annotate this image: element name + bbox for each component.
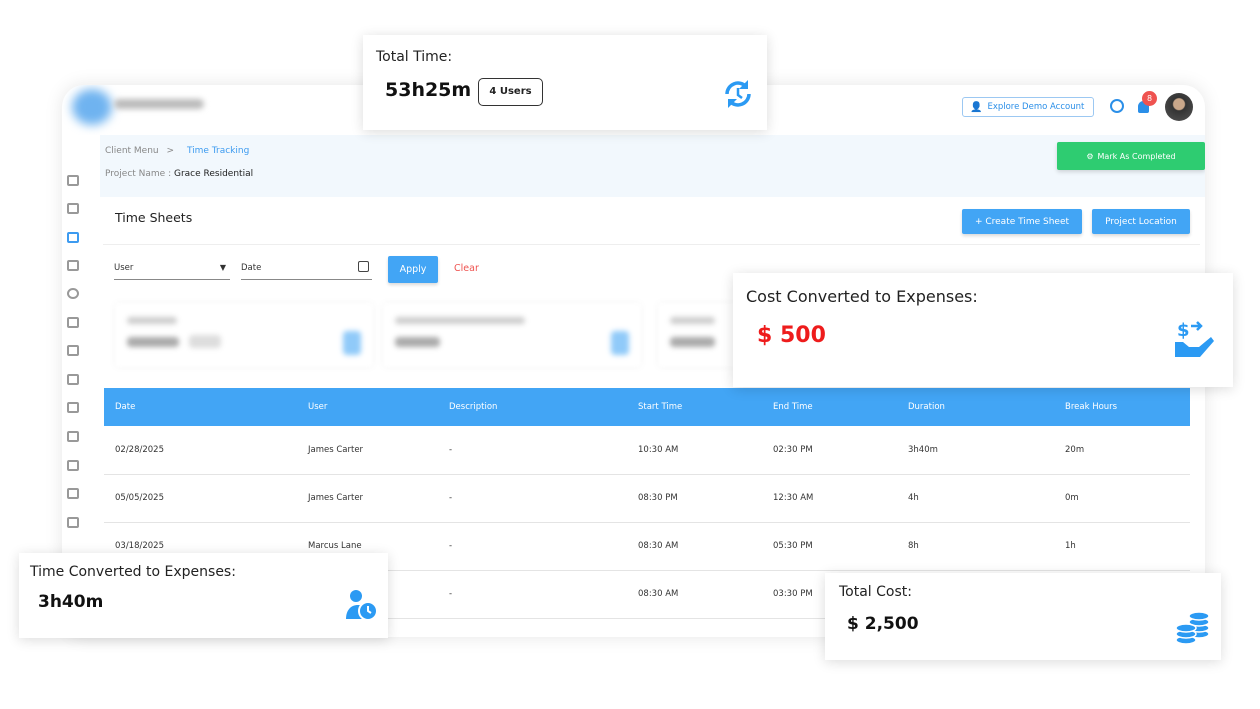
column-header: End Time bbox=[762, 388, 897, 426]
document-icon[interactable] bbox=[67, 317, 79, 328]
time-converted-card: Time Converted to Expenses: 3h40m bbox=[19, 553, 388, 638]
svg-text:$: $ bbox=[1177, 320, 1190, 341]
cost-converted-card: Cost Converted to Expenses: $ 500 $ bbox=[733, 273, 1233, 387]
table-cell: 05/05/2025 bbox=[104, 474, 297, 523]
user-select[interactable]: User ▼ bbox=[114, 263, 230, 280]
notification-badge: 8 bbox=[1142, 91, 1157, 106]
table-cell: 0m bbox=[1054, 474, 1190, 523]
project-location-button[interactable]: Project Location bbox=[1092, 209, 1190, 234]
project-name: Project Name : Grace Residential bbox=[105, 169, 254, 179]
chat-icon[interactable] bbox=[67, 260, 79, 271]
column-header: User bbox=[297, 388, 438, 426]
table-cell: 08:30 AM bbox=[627, 570, 762, 619]
app-window: 👤 Explore Demo Account 8 Client Menu > T… bbox=[62, 85, 1205, 637]
table-cell: - bbox=[438, 426, 627, 475]
person-icon[interactable] bbox=[67, 288, 79, 299]
column-header: Description bbox=[438, 388, 627, 426]
user-icon: 👤 bbox=[970, 101, 983, 113]
breadcrumb-parent[interactable]: Client Menu bbox=[105, 146, 159, 156]
table-cell: 8h bbox=[897, 522, 1054, 571]
breadcrumb-area bbox=[100, 135, 1205, 197]
gear-icon: ⚙ bbox=[1086, 151, 1094, 161]
report-icon[interactable] bbox=[67, 517, 79, 528]
column-header: Break Hours bbox=[1054, 388, 1190, 426]
table-cell: 4h bbox=[897, 474, 1054, 523]
coins-icon bbox=[1175, 611, 1210, 645]
team-icon[interactable] bbox=[67, 232, 79, 243]
tools-icon[interactable] bbox=[67, 345, 79, 356]
blurred-total-cost-card bbox=[658, 303, 738, 367]
total-cost-card: Total Cost: $ 2,500 bbox=[825, 573, 1221, 660]
table-row[interactable]: 03/18/2025 Marcus Lane -08:30 AM 05:30 PM 8h… bbox=[104, 522, 1190, 571]
divider bbox=[103, 244, 1200, 245]
blurred-total-time-card bbox=[115, 303, 373, 367]
settings-icon[interactable] bbox=[67, 402, 79, 413]
apply-button[interactable]: Apply bbox=[388, 256, 438, 283]
table-row[interactable]: 05/05/2025 James Carter -08:30 PM 12:30 AM 4… bbox=[104, 474, 1190, 523]
user-clock-icon bbox=[346, 590, 378, 621]
table-cell: 02:30 PM bbox=[762, 426, 897, 475]
table-header: Date User Description Start Time End Time Dur… bbox=[104, 388, 1190, 426]
money-transfer-icon: $ bbox=[1175, 320, 1214, 357]
date-input[interactable]: Date bbox=[241, 261, 372, 280]
table-cell: 02/28/2025 bbox=[104, 426, 297, 475]
sync-icon bbox=[725, 80, 751, 108]
avatar[interactable] bbox=[1165, 93, 1193, 121]
chart-icon[interactable] bbox=[67, 374, 79, 385]
plus-icon[interactable] bbox=[67, 460, 79, 471]
workflow-icon[interactable] bbox=[67, 203, 79, 214]
create-timesheet-button[interactable]: + Create Time Sheet bbox=[962, 209, 1082, 234]
table-cell: - bbox=[438, 570, 627, 619]
table-cell: 05:30 PM bbox=[762, 522, 897, 571]
table-cell: 12:30 AM bbox=[762, 474, 897, 523]
breadcrumb: Client Menu > Time Tracking bbox=[105, 146, 250, 156]
mark-completed-button[interactable]: ⚙ Mark As Completed bbox=[1057, 142, 1205, 170]
panel-title: Time Sheets bbox=[115, 210, 193, 225]
table-row[interactable]: 02/28/2025 James Carter -10:30 AM 02:30 PM 3… bbox=[104, 426, 1190, 475]
calendar-icon bbox=[358, 261, 369, 272]
globe-icon[interactable] bbox=[1110, 99, 1124, 113]
total-time-card: Total Time: 53h25m 4 Users bbox=[363, 35, 767, 130]
table-cell: James Carter bbox=[297, 474, 438, 523]
users-badge: 4 Users bbox=[478, 78, 543, 106]
breadcrumb-current: Time Tracking bbox=[186, 146, 250, 156]
explore-demo-button[interactable]: 👤 Explore Demo Account bbox=[962, 97, 1094, 117]
list-icon[interactable] bbox=[67, 488, 79, 499]
logo-text bbox=[114, 99, 204, 109]
blurred-time-converted-card bbox=[383, 303, 641, 367]
column-header: Duration bbox=[897, 388, 1054, 426]
table-cell: James Carter bbox=[297, 426, 438, 475]
table-cell: - bbox=[438, 474, 627, 523]
bell-icon[interactable] bbox=[1138, 101, 1149, 113]
table-cell: 1h bbox=[1054, 522, 1190, 571]
table-cell: 08:30 PM bbox=[627, 474, 762, 523]
table-cell: 08:30 AM bbox=[627, 522, 762, 571]
dashboard-icon[interactable] bbox=[67, 175, 79, 186]
column-header: Start Time bbox=[627, 388, 762, 426]
clear-button[interactable]: Clear bbox=[454, 263, 479, 274]
logo bbox=[72, 89, 112, 125]
table-cell: 3h40m bbox=[897, 426, 1054, 475]
table-cell: 20m bbox=[1054, 426, 1190, 475]
table-cell: - bbox=[438, 522, 627, 571]
table-icon[interactable] bbox=[67, 431, 79, 442]
column-header: Date bbox=[104, 388, 297, 426]
chevron-down-icon: ▼ bbox=[219, 263, 226, 272]
table-cell: 10:30 AM bbox=[627, 426, 762, 475]
